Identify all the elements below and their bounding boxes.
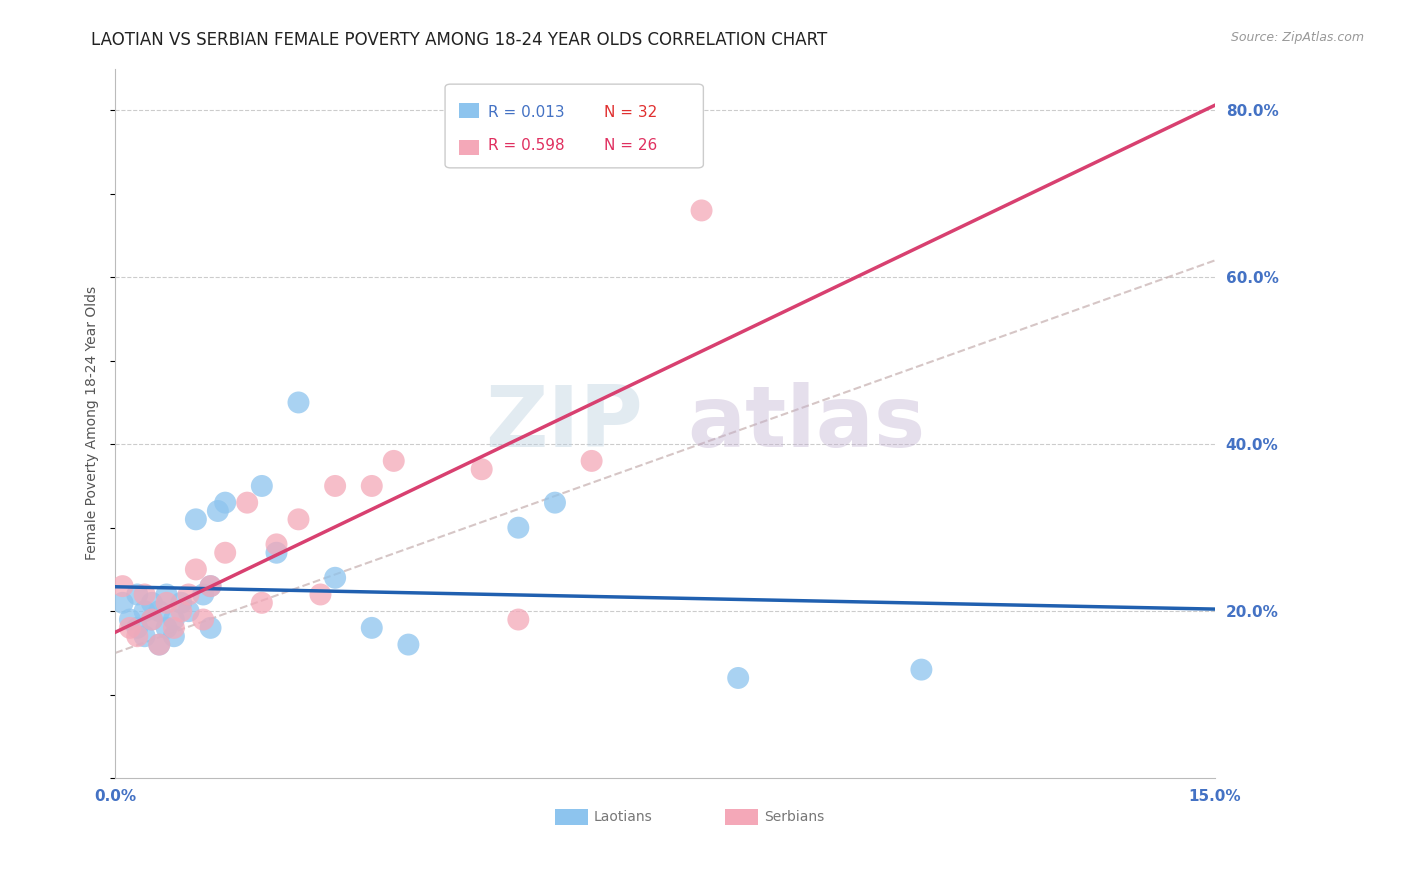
Point (141, 596, 163, 610)
Point (508, 521, 530, 535)
Text: LAOTIAN VS SERBIAN FEMALE POVERTY AMONG 18-24 YEAR OLDS CORRELATION CHART: LAOTIAN VS SERBIAN FEMALE POVERTY AMONG … (91, 31, 828, 49)
Point (111, 579, 134, 593)
Point (127, 587, 149, 601)
Text: Laotians: Laotians (593, 810, 652, 824)
Point (581, 454, 603, 468)
Point (214, 496, 236, 510)
Point (471, 462, 494, 476)
FancyBboxPatch shape (446, 84, 703, 168)
Text: ZIP: ZIP (485, 382, 643, 465)
Text: R = 0.598: R = 0.598 (488, 137, 565, 153)
Point (111, 596, 134, 610)
Text: R = 0.013: R = 0.013 (488, 104, 565, 120)
Point (134, 587, 156, 601)
Point (118, 613, 141, 627)
Point (287, 395, 309, 409)
Point (177, 587, 200, 601)
Text: Serbians: Serbians (763, 810, 824, 824)
FancyBboxPatch shape (460, 139, 479, 155)
Point (323, 571, 346, 585)
Point (193, 613, 215, 627)
Point (184, 562, 207, 576)
Point (544, 496, 567, 510)
Point (155, 587, 177, 601)
FancyBboxPatch shape (460, 103, 479, 119)
Point (360, 621, 382, 635)
Point (250, 479, 273, 493)
Point (163, 621, 186, 635)
Point (193, 587, 215, 601)
Point (382, 454, 405, 468)
Point (207, 504, 229, 518)
Point (508, 613, 530, 627)
Point (309, 587, 332, 601)
Point (236, 496, 259, 510)
Point (177, 604, 200, 618)
Point (250, 596, 273, 610)
Point (690, 203, 713, 218)
Point (323, 479, 346, 493)
Point (148, 604, 170, 618)
Point (266, 537, 288, 551)
Point (396, 638, 419, 652)
Point (134, 629, 156, 643)
Text: N = 26: N = 26 (605, 137, 658, 153)
Point (127, 621, 149, 635)
Point (170, 596, 193, 610)
Point (200, 621, 222, 635)
FancyBboxPatch shape (555, 809, 588, 825)
Point (163, 613, 186, 627)
Point (155, 621, 177, 635)
Point (287, 512, 309, 526)
Point (155, 596, 177, 610)
Point (141, 613, 163, 627)
Text: N = 32: N = 32 (605, 104, 658, 120)
Point (141, 613, 163, 627)
Point (134, 604, 156, 618)
Text: atlas: atlas (688, 382, 925, 465)
Point (127, 629, 149, 643)
Point (118, 621, 141, 635)
Point (200, 579, 222, 593)
Text: Source: ZipAtlas.com: Source: ZipAtlas.com (1230, 31, 1364, 45)
Point (184, 512, 207, 526)
Point (200, 579, 222, 593)
Point (148, 638, 170, 652)
Point (360, 479, 382, 493)
Y-axis label: Female Poverty Among 18-24 Year Olds: Female Poverty Among 18-24 Year Olds (86, 286, 100, 560)
FancyBboxPatch shape (725, 809, 758, 825)
Point (148, 638, 170, 652)
Point (910, 663, 932, 677)
Point (727, 671, 749, 685)
Point (214, 546, 236, 560)
Point (266, 546, 288, 560)
Point (170, 604, 193, 618)
Point (163, 629, 186, 643)
